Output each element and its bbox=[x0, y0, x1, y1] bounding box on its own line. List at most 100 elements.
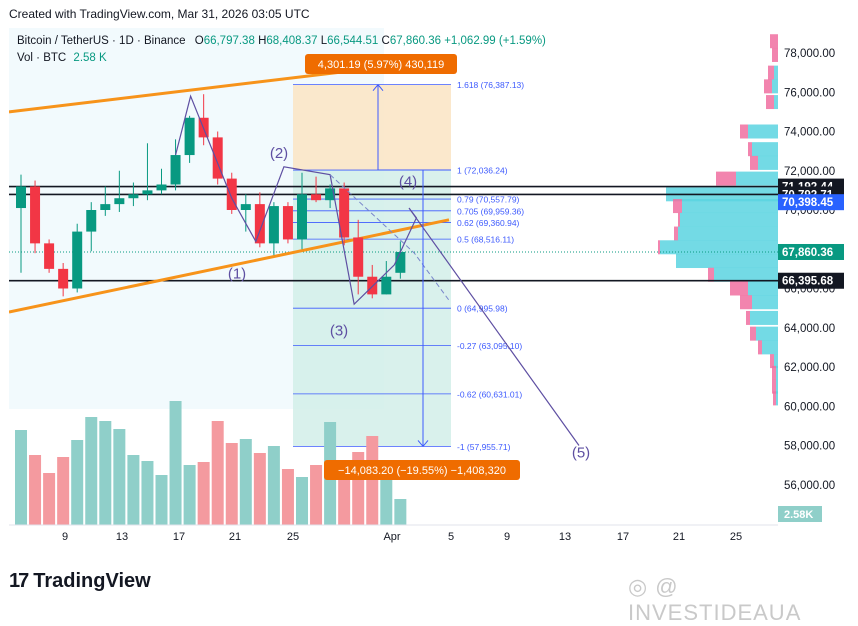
volume-bar bbox=[296, 477, 308, 525]
volume-bar bbox=[380, 468, 393, 525]
measure-down-arrowhead bbox=[417, 440, 429, 448]
fib-level-label: 0.5 (68,516.11) bbox=[457, 235, 514, 245]
volume-bar bbox=[85, 417, 98, 525]
price-axis-tick: 64,000.00 bbox=[784, 323, 835, 335]
ohlc-low: L66,544.51 bbox=[320, 35, 379, 47]
volume-profile-bar bbox=[770, 354, 774, 369]
volume-bar bbox=[169, 401, 182, 525]
volume-bar bbox=[71, 440, 84, 525]
ohlc-open: O66,797.38 bbox=[194, 35, 255, 47]
volume-profile-bar bbox=[772, 365, 776, 380]
candle-body bbox=[268, 206, 279, 244]
price-axis-tick: 76,000.00 bbox=[784, 87, 835, 99]
price-axis-label: 66,395.68 bbox=[782, 276, 834, 288]
volume-profile-bar bbox=[770, 34, 778, 49]
wave-label: (1) bbox=[228, 266, 246, 283]
volume-profile-bar bbox=[752, 295, 778, 310]
measure-down-label-box bbox=[324, 460, 520, 480]
tradingview-logo: 17 TradingView bbox=[9, 570, 151, 593]
price-axis-tick: 62,000.00 bbox=[784, 362, 835, 374]
volume-profile-bar bbox=[673, 199, 682, 214]
measure-up-label-box bbox=[305, 54, 457, 74]
volume-profile-bar bbox=[762, 340, 778, 355]
volume-profile-bar bbox=[748, 124, 778, 139]
volume-profile-bar bbox=[678, 226, 778, 241]
volume-axis-label-box bbox=[778, 506, 822, 522]
price-axis-label-box bbox=[778, 194, 844, 211]
candle-body bbox=[72, 231, 83, 289]
wave-label: (5) bbox=[572, 444, 590, 461]
price-axis-tick: 56,000.00 bbox=[784, 480, 835, 492]
measure-down-label: −14,083.20 (−19.55%) −1,408,320 bbox=[338, 465, 506, 477]
time-axis-tick: 5 bbox=[448, 531, 454, 543]
volume-bar bbox=[183, 465, 196, 525]
candle-body bbox=[58, 268, 69, 289]
candle-body bbox=[212, 137, 223, 179]
price-chart[interactable]: 1.618 (76,387.13) 1 (72,036.24) 0.79 (70,5… bbox=[9, 28, 778, 550]
volume-bar bbox=[310, 465, 323, 525]
volume-profile-bar bbox=[774, 65, 778, 80]
volume-profile-bar bbox=[774, 95, 778, 110]
volume-profile-bar bbox=[674, 226, 678, 241]
price-axis[interactable]: 78,000.0076,000.0074,000.0072,000.0070,0… bbox=[778, 28, 858, 550]
candle-body bbox=[128, 194, 139, 199]
time-axis-tick: 21 bbox=[229, 531, 241, 543]
volume-profile-bar bbox=[682, 199, 778, 214]
volume-bar bbox=[99, 421, 112, 525]
volume-profile-bar bbox=[730, 281, 748, 296]
candle-body bbox=[142, 190, 153, 195]
measure-up-box bbox=[293, 84, 451, 171]
price-axis-label: 67,860.36 bbox=[782, 247, 833, 259]
candle-body bbox=[170, 155, 181, 185]
chart-pane[interactable]: 1.618 (76,387.13) 1 (72,036.24) 0.79 (70,5… bbox=[9, 28, 778, 550]
symbol-info: Bitcoin / TetherUS · 1D · Binance O66,79… bbox=[17, 35, 546, 47]
time-axis-tick: 21 bbox=[673, 531, 685, 543]
candle-body bbox=[381, 276, 392, 295]
volume-profile-bar bbox=[746, 310, 750, 325]
volume-profile-bar bbox=[768, 65, 774, 80]
volume-bar bbox=[267, 446, 280, 525]
candle-body bbox=[395, 251, 406, 273]
candle-body bbox=[240, 204, 251, 210]
volume-bar bbox=[225, 443, 238, 525]
volume-profile-bar bbox=[776, 391, 778, 406]
volume-profile-bar bbox=[764, 79, 772, 94]
created-with-label: Created with TradingView.com, Mar 31, 20… bbox=[9, 7, 310, 21]
volume-profile-bar bbox=[756, 326, 778, 341]
candle-body bbox=[114, 198, 125, 205]
volume-bar bbox=[155, 475, 168, 525]
volume-profile-bar bbox=[750, 326, 756, 341]
candle-body bbox=[282, 206, 293, 240]
volume-profile-bar bbox=[750, 310, 778, 325]
time-axis-tick: 17 bbox=[617, 531, 629, 543]
volume-profile-bar bbox=[748, 281, 778, 296]
volume-bar bbox=[127, 455, 140, 525]
candle-body bbox=[339, 188, 350, 238]
symbol-title[interactable]: Bitcoin / TetherUS · 1D · Binance bbox=[17, 35, 186, 47]
tradingview-chart-screenshot: Created with TradingView.com, Mar 31, 20… bbox=[9, 7, 858, 625]
volume-profile-bar bbox=[740, 124, 748, 139]
channel-lower-line bbox=[9, 218, 450, 314]
candle-body bbox=[254, 204, 265, 244]
volume-label[interactable]: Vol · BTC bbox=[17, 52, 67, 64]
volume-profile-bar bbox=[716, 171, 736, 186]
volume-bar bbox=[43, 473, 56, 525]
channel-upper-line bbox=[9, 67, 370, 114]
fib-level-label: 1 (72,036.24) bbox=[457, 166, 508, 176]
volume-profile-bar bbox=[748, 142, 752, 157]
fib-level-label: 0.705 (69,959.36) bbox=[457, 206, 524, 216]
time-axis-tick: Apr bbox=[383, 531, 400, 543]
candle-body bbox=[156, 184, 167, 191]
price-axis-tick: 72,000.00 bbox=[784, 166, 835, 178]
volume-profile-bar bbox=[658, 240, 660, 255]
volume-bar bbox=[57, 457, 70, 525]
volume-profile-bar bbox=[766, 95, 774, 110]
ohlc-high: H68,408.37 bbox=[258, 35, 318, 47]
fib-level-label: 0.79 (70,557.79) bbox=[457, 195, 520, 205]
volume-bar bbox=[253, 453, 266, 525]
candle-body bbox=[311, 194, 322, 201]
volume-profile-bar bbox=[776, 365, 778, 380]
volume-profile-bar bbox=[714, 267, 778, 282]
tv-logo-text: TradingView bbox=[33, 570, 151, 592]
volume-profile-bar bbox=[736, 171, 778, 186]
